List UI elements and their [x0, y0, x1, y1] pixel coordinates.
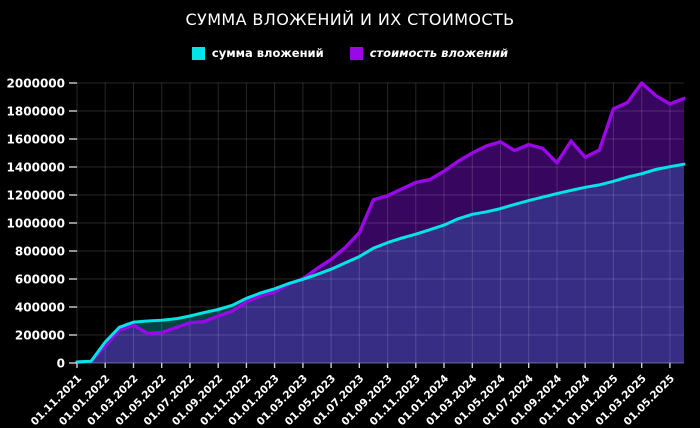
chart-title: СУММА ВЛОЖЕНИЙ И ИХ СТОИМОСТЬ: [185, 10, 515, 29]
y-tick-label: 800000: [15, 245, 65, 259]
area-1: [77, 83, 684, 363]
legend-item-investment-value: стоимость вложений: [349, 46, 509, 60]
y-tick-label: 2000000: [7, 77, 65, 91]
legend-swatch-invested-sum: [191, 46, 205, 60]
legend-label-investment-value: стоимость вложений: [369, 46, 509, 60]
y-axis-labels: 0 200000 400000 600000 800000 1000000 1200000 1…: [7, 77, 77, 371]
legend: сумма вложений стоимость вложений: [0, 46, 700, 60]
y-tick-label: 600000: [15, 273, 65, 287]
gridlines: [76, 82, 684, 364]
y-tick-label: 0: [57, 357, 65, 371]
legend-label-invested-sum: сумма вложений: [211, 46, 324, 60]
x-axis-labels: 01.11.202101.01.202201.03.202201.05.2022…: [29, 363, 677, 428]
legend-item-invested-sum: сумма вложений: [191, 46, 324, 60]
y-tick-label: 1600000: [7, 133, 65, 147]
legend-swatch-investment-value: [349, 46, 363, 60]
line-0: [75, 162, 686, 364]
y-tick-label: 1000000: [7, 217, 65, 231]
y-tick-label: 200000: [15, 329, 65, 343]
y-tick-label: 1200000: [7, 189, 65, 203]
x-tick-label: 01.05.2025: [622, 373, 677, 428]
series-lines: [75, 81, 686, 364]
y-tick-label: 400000: [15, 301, 65, 315]
y-tick-label: 1800000: [7, 105, 65, 119]
line-1: [75, 81, 686, 364]
y-tick-label: 1400000: [7, 161, 65, 175]
